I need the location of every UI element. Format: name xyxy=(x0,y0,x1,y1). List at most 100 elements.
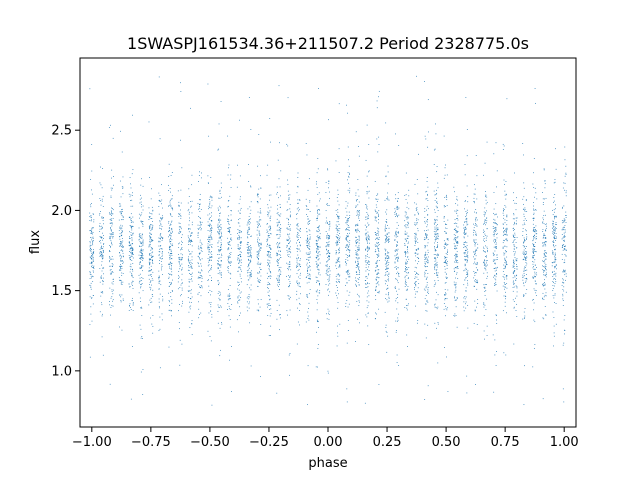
data-point xyxy=(427,186,429,188)
data-point xyxy=(188,291,189,292)
data-point xyxy=(328,250,329,251)
data-point xyxy=(227,231,229,232)
data-point xyxy=(337,307,339,309)
data-point xyxy=(217,254,219,255)
data-point xyxy=(190,266,192,268)
data-point xyxy=(199,241,201,243)
data-point xyxy=(348,230,350,231)
data-point xyxy=(297,232,299,234)
data-point xyxy=(237,247,239,249)
data-point xyxy=(445,292,446,294)
data-point xyxy=(248,267,250,269)
data-point xyxy=(191,184,193,186)
data-point xyxy=(484,220,486,222)
data-point xyxy=(475,255,477,257)
data-point xyxy=(388,252,390,254)
data-point xyxy=(347,273,348,275)
data-point xyxy=(189,290,191,292)
data-point xyxy=(337,209,339,211)
data-point xyxy=(433,190,435,192)
data-point xyxy=(495,203,497,205)
data-point xyxy=(504,305,506,307)
data-point xyxy=(367,215,369,217)
data-point xyxy=(122,299,124,301)
data-point xyxy=(257,253,259,255)
data-point xyxy=(306,228,308,230)
data-point xyxy=(348,159,349,161)
data-point xyxy=(207,248,209,250)
data-point xyxy=(464,221,466,223)
data-point xyxy=(299,244,301,246)
data-point xyxy=(228,258,229,260)
data-point xyxy=(120,205,122,207)
data-point xyxy=(151,240,153,242)
data-point xyxy=(181,244,182,246)
data-point xyxy=(238,295,240,297)
data-point xyxy=(89,284,91,286)
data-point xyxy=(435,264,437,265)
data-point xyxy=(356,293,358,295)
data-point xyxy=(189,260,191,262)
data-point xyxy=(397,231,399,233)
data-point xyxy=(416,273,417,274)
data-point xyxy=(337,260,338,262)
data-point xyxy=(325,210,327,212)
data-point xyxy=(279,214,280,216)
data-point xyxy=(425,285,427,287)
data-point xyxy=(170,296,172,298)
data-point xyxy=(180,202,182,204)
data-point xyxy=(495,247,496,249)
data-point xyxy=(296,251,298,252)
data-point xyxy=(131,237,133,238)
data-point xyxy=(366,240,368,242)
data-point xyxy=(375,290,377,292)
data-point xyxy=(240,251,242,253)
data-point xyxy=(288,298,290,300)
data-point xyxy=(159,280,161,282)
data-point xyxy=(110,258,112,260)
data-point xyxy=(335,292,337,294)
data-point xyxy=(355,283,357,285)
data-point xyxy=(269,284,271,285)
data-point xyxy=(436,227,438,229)
data-point xyxy=(268,294,269,296)
data-point xyxy=(406,237,408,239)
data-point xyxy=(91,230,93,232)
data-point xyxy=(270,271,271,273)
data-point xyxy=(366,226,367,228)
data-point xyxy=(239,218,241,220)
data-point xyxy=(385,265,387,267)
data-point xyxy=(218,250,220,252)
data-point xyxy=(376,313,377,315)
data-point xyxy=(464,234,465,235)
data-point xyxy=(250,185,251,187)
data-point xyxy=(228,257,230,259)
data-point xyxy=(475,384,476,385)
data-point xyxy=(188,240,190,242)
data-point xyxy=(388,296,390,298)
data-point xyxy=(404,251,406,253)
data-point xyxy=(406,307,408,309)
data-point xyxy=(368,236,370,238)
data-point xyxy=(122,219,124,220)
data-point xyxy=(208,271,209,273)
data-point xyxy=(142,209,144,211)
data-point xyxy=(300,272,301,274)
data-point xyxy=(436,261,438,263)
data-point xyxy=(288,295,290,297)
data-point xyxy=(466,269,467,271)
data-point xyxy=(249,259,251,261)
data-point xyxy=(268,262,269,264)
data-point xyxy=(493,230,495,232)
data-point xyxy=(102,280,104,282)
data-point xyxy=(276,193,278,195)
data-point xyxy=(297,199,299,201)
data-point xyxy=(278,220,280,222)
data-point xyxy=(457,199,458,201)
data-point xyxy=(397,317,399,319)
data-point xyxy=(348,294,350,296)
data-point xyxy=(191,275,193,277)
data-point xyxy=(424,259,426,260)
data-point xyxy=(168,176,170,177)
data-point xyxy=(139,245,141,247)
